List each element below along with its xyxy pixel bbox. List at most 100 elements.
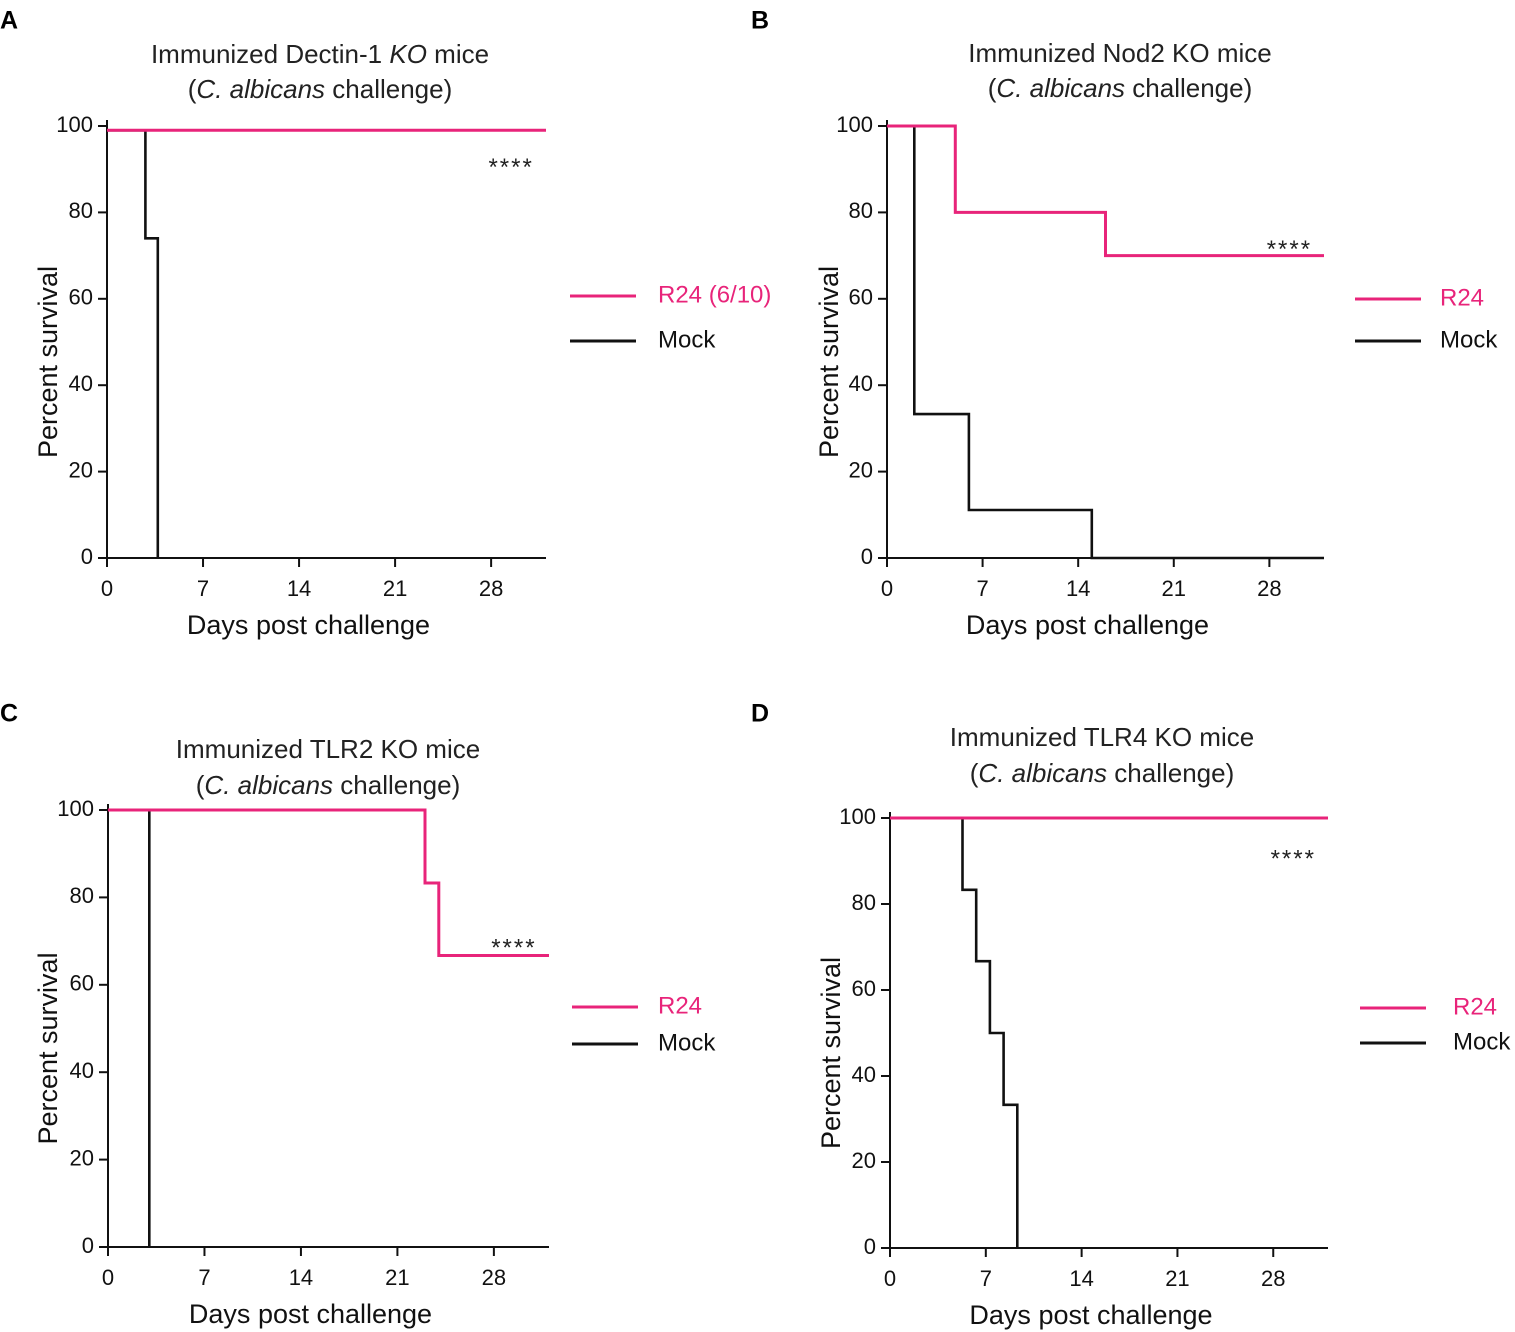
y-tick-label: 20: [849, 457, 873, 482]
legend-label-mock: Mock: [658, 326, 716, 353]
r24-survival-line: [887, 124, 1324, 258]
y-tick-label: 0: [861, 544, 873, 569]
chart-title: Immunized Nod2 KO mice: [968, 38, 1271, 68]
significance-marker: ****: [488, 154, 533, 181]
y-tick-label: 60: [852, 976, 876, 1001]
chart-subtitle-part: (: [988, 73, 997, 103]
chart-subtitle: (C. albicans challenge): [988, 73, 1253, 103]
chart-subtitle-part: C. albicans: [204, 770, 333, 800]
x-tick-label: 7: [980, 1266, 992, 1291]
chart-title-part: KO: [389, 39, 427, 69]
panel-letter: A: [0, 7, 18, 35]
mock-survival-line: [890, 816, 1019, 1248]
chart-title: Immunized TLR2 KO mice: [176, 734, 480, 764]
legend: R24 Mock: [572, 992, 716, 1056]
y-axis-label: Percent survival: [816, 957, 846, 1149]
chart-title-part: Immunized Nod2 KO mice: [968, 38, 1271, 68]
y-tick-label: 40: [849, 371, 873, 396]
chart-title-part: Immunized TLR2 KO mice: [176, 734, 480, 764]
r24-survival-line: [108, 808, 549, 957]
y-tick-label: 100: [57, 796, 94, 821]
chart-subtitle-part: challenge): [325, 74, 452, 104]
y-tick-label: 80: [849, 198, 873, 223]
y-axis-label: Percent survival: [33, 952, 63, 1144]
x-tick-label: 14: [287, 576, 311, 601]
x-tick-label: 0: [102, 1265, 114, 1290]
legend: R24 Mock: [1360, 993, 1511, 1055]
x-tick-label: 0: [881, 576, 893, 601]
legend-label-r24: R24: [658, 992, 702, 1019]
panel-letter: C: [0, 700, 18, 728]
panel-d: D Immunized TLR4 KO mice (C. albicans chal…: [751, 700, 1511, 1331]
y-tick-label: 100: [56, 112, 93, 137]
y-tick-label: 80: [69, 198, 93, 223]
x-tick-label: 0: [884, 1266, 896, 1291]
y-tick-label: 100: [836, 112, 873, 137]
y-tick-label: 40: [852, 1062, 876, 1087]
significance-marker: ****: [1271, 846, 1316, 873]
y-tick-label: 60: [70, 971, 94, 996]
legend: R24 (6/10) Mock: [570, 281, 771, 353]
y-axis-label: Percent survival: [33, 266, 63, 458]
x-tick-label: 7: [197, 576, 209, 601]
y-tick-label: 40: [69, 371, 93, 396]
x-tick-label: 7: [976, 576, 988, 601]
legend-label-mock: Mock: [658, 1029, 716, 1056]
y-tick-label: 20: [852, 1148, 876, 1173]
panel-b: B Immunized Nod2 KO mice (C. albicans chal…: [751, 7, 1498, 641]
x-tick-label: 7: [198, 1265, 210, 1290]
mock-survival-line: [887, 124, 1324, 560]
panel-a: A Immunized Dectin-1 KO mice (C. albicans …: [0, 7, 771, 641]
chart-title: Immunized Dectin-1 KO mice: [151, 39, 489, 69]
x-axis-label: Days post challenge: [966, 610, 1209, 640]
panel-c: C Immunized TLR2 KO mice (C. albicans chal…: [0, 700, 716, 1330]
x-tick-label: 28: [1261, 1266, 1285, 1291]
x-tick-label: 21: [1165, 1266, 1189, 1291]
legend-label-r24: R24: [1440, 284, 1484, 311]
y-tick-label: 80: [70, 883, 94, 908]
x-tick-label: 21: [385, 1265, 409, 1290]
y-tick-label: 60: [849, 285, 873, 310]
chart-title: Immunized TLR4 KO mice: [950, 722, 1254, 752]
x-tick-label: 14: [289, 1265, 313, 1290]
y-tick-label: 20: [70, 1145, 94, 1170]
chart-subtitle-part: C. albicans: [978, 758, 1107, 788]
chart-subtitle-part: (: [970, 758, 979, 788]
x-tick-label: 28: [479, 576, 503, 601]
x-tick-label: 21: [383, 576, 407, 601]
legend-label-r24: R24 (6/10): [658, 281, 771, 308]
chart-title-part: mice: [427, 39, 489, 69]
significance-marker: ****: [491, 934, 536, 961]
y-axis-label: Percent survival: [814, 266, 844, 458]
y-tick-label: 0: [864, 1234, 876, 1259]
legend: R24 Mock: [1355, 284, 1498, 353]
chart-subtitle: (C. albicans challenge): [188, 74, 453, 104]
chart-subtitle-part: (: [196, 770, 205, 800]
x-tick-label: 28: [1257, 576, 1281, 601]
chart-subtitle: (C. albicans challenge): [970, 758, 1235, 788]
chart-title-part: Immunized TLR4 KO mice: [950, 722, 1254, 752]
x-axis-label: Days post challenge: [969, 1300, 1212, 1330]
legend-label-r24: R24: [1453, 993, 1497, 1020]
significance-marker: ****: [1267, 236, 1312, 263]
y-tick-label: 40: [70, 1058, 94, 1083]
mock-survival-line: [108, 808, 151, 1247]
chart-subtitle: (C. albicans challenge): [196, 770, 461, 800]
chart-subtitle-part: challenge): [333, 770, 460, 800]
legend-label-mock: Mock: [1440, 326, 1498, 353]
chart-subtitle-part: challenge): [1107, 758, 1234, 788]
chart-subtitle-part: challenge): [1125, 73, 1252, 103]
panel-letter: D: [751, 700, 769, 728]
y-tick-label: 0: [82, 1233, 94, 1258]
chart-subtitle-part: (: [188, 74, 197, 104]
chart-title-part: Immunized Dectin-1: [151, 39, 389, 69]
y-tick-label: 80: [852, 890, 876, 915]
chart-subtitle-part: C. albicans: [196, 74, 325, 104]
x-tick-label: 21: [1162, 576, 1186, 601]
x-axis-label: Days post challenge: [189, 1299, 432, 1329]
y-tick-label: 20: [69, 457, 93, 482]
x-tick-label: 14: [1069, 1266, 1093, 1291]
chart-subtitle-part: C. albicans: [996, 73, 1125, 103]
x-tick-label: 28: [482, 1265, 506, 1290]
x-axis-label: Days post challenge: [187, 610, 430, 640]
